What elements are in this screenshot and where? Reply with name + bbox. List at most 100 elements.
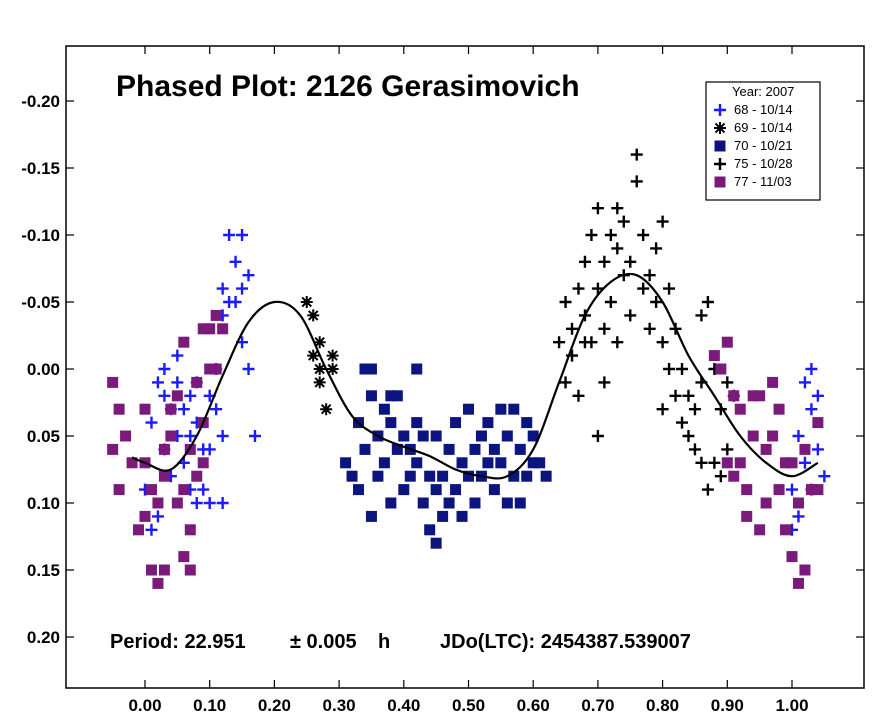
- data-point: [443, 443, 455, 455]
- data-point: [728, 390, 740, 402]
- data-point: [158, 363, 171, 375]
- data-point: [688, 403, 701, 416]
- data-point: [812, 484, 824, 496]
- data-point: [656, 215, 669, 228]
- x-tick-label: 0.80: [646, 696, 679, 715]
- y-tick-label: -0.20: [21, 92, 60, 111]
- data-point: [792, 577, 804, 589]
- y-tick-label: 0.15: [27, 561, 60, 580]
- data-point: [617, 215, 630, 228]
- data-point: [566, 322, 579, 335]
- data-point: [508, 403, 520, 415]
- data-point: [229, 296, 242, 308]
- data-point: [747, 390, 759, 402]
- data-point: [721, 376, 734, 389]
- x-axis-ticks: 0.00 0.10 0.20 0.30 0.40 0.50 0.60 0.70 0.80 0.90…: [128, 46, 809, 715]
- legend-entry-label: 75 - 10/28: [734, 156, 793, 171]
- data-point: [210, 403, 223, 416]
- data-point: [178, 484, 190, 496]
- series-0: [139, 229, 831, 536]
- data-point: [754, 390, 766, 402]
- data-point: [145, 564, 157, 576]
- data-point: [482, 417, 494, 429]
- data-point: [346, 470, 358, 482]
- data-point: [158, 564, 170, 576]
- data-point: [578, 336, 591, 349]
- data-point: [812, 417, 824, 429]
- legend-entry-label: 69 - 10/14: [734, 120, 793, 135]
- data-point: [630, 148, 643, 161]
- epoch-label: JDo(LTC): 2454387.539007: [440, 631, 691, 653]
- data-point: [663, 282, 676, 295]
- y-tick-label: -0.10: [21, 226, 60, 245]
- data-point: [391, 390, 403, 402]
- data-point: [488, 443, 500, 455]
- data-point: [236, 282, 249, 295]
- data-point: [424, 470, 436, 482]
- data-point: [559, 376, 572, 389]
- data-point: [695, 456, 708, 469]
- data-point: [313, 376, 326, 389]
- data-point: [177, 403, 190, 416]
- data-point: [786, 483, 798, 496]
- data-point: [508, 470, 520, 482]
- data-point: [216, 282, 229, 295]
- data-point: [365, 510, 377, 522]
- data-point: [715, 363, 727, 375]
- data-point: [585, 229, 598, 241]
- legend-entry-label: 77 - 11/03: [734, 174, 792, 189]
- data-point: [171, 376, 184, 389]
- data-point: [805, 403, 818, 416]
- data-point: [197, 483, 210, 496]
- data-point: [650, 296, 663, 308]
- data-point: [811, 443, 824, 456]
- x-tick-label: 0.90: [711, 696, 744, 715]
- chart-title: Phased Plot: 2126 Gerasimovich: [116, 70, 580, 103]
- data-point: [514, 497, 526, 509]
- data-point: [604, 229, 617, 241]
- data-point: [184, 524, 196, 536]
- data-point: [786, 551, 798, 563]
- data-point: [152, 577, 164, 589]
- data-point: [120, 430, 132, 442]
- data-point: [197, 323, 209, 335]
- x-tick-label: 1.00: [775, 696, 808, 715]
- data-point: [799, 443, 811, 455]
- data-point: [521, 417, 533, 429]
- data-point: [682, 389, 695, 402]
- data-point: [365, 363, 377, 375]
- data-point: [248, 430, 261, 442]
- x-tick-label: 0.20: [258, 696, 291, 715]
- data-point: [663, 363, 676, 375]
- data-point: [559, 296, 572, 308]
- data-point: [624, 255, 637, 268]
- data-point: [482, 457, 494, 469]
- data-point: [191, 470, 203, 482]
- data-point: [184, 430, 197, 442]
- data-point: [353, 484, 365, 496]
- x-tick-label: 0.00: [128, 696, 161, 715]
- data-point: [540, 470, 552, 482]
- series-2: [340, 363, 552, 549]
- data-point: [637, 229, 650, 241]
- data-point: [695, 309, 708, 322]
- data-point: [805, 363, 818, 375]
- data-point: [514, 443, 526, 455]
- data-point: [611, 336, 624, 349]
- y-axis-ticks: -0.20 -0.15 -0.10 -0.05 0.00 0.05 0.10 0.15 0.20: [21, 92, 864, 647]
- y-tick-label: -0.05: [21, 293, 60, 312]
- data-point: [798, 376, 811, 389]
- period-unit: h: [378, 631, 390, 653]
- data-point: [158, 443, 170, 455]
- data-point: [326, 349, 339, 362]
- data-point: [611, 242, 624, 255]
- data-point: [165, 430, 177, 442]
- data-point: [767, 430, 779, 442]
- data-point: [139, 510, 151, 522]
- data-point: [527, 457, 539, 469]
- legend-marker: [714, 122, 726, 134]
- data-point: [624, 309, 637, 322]
- data-point: [469, 443, 481, 455]
- data-point: [210, 309, 222, 321]
- data-point: [385, 497, 397, 509]
